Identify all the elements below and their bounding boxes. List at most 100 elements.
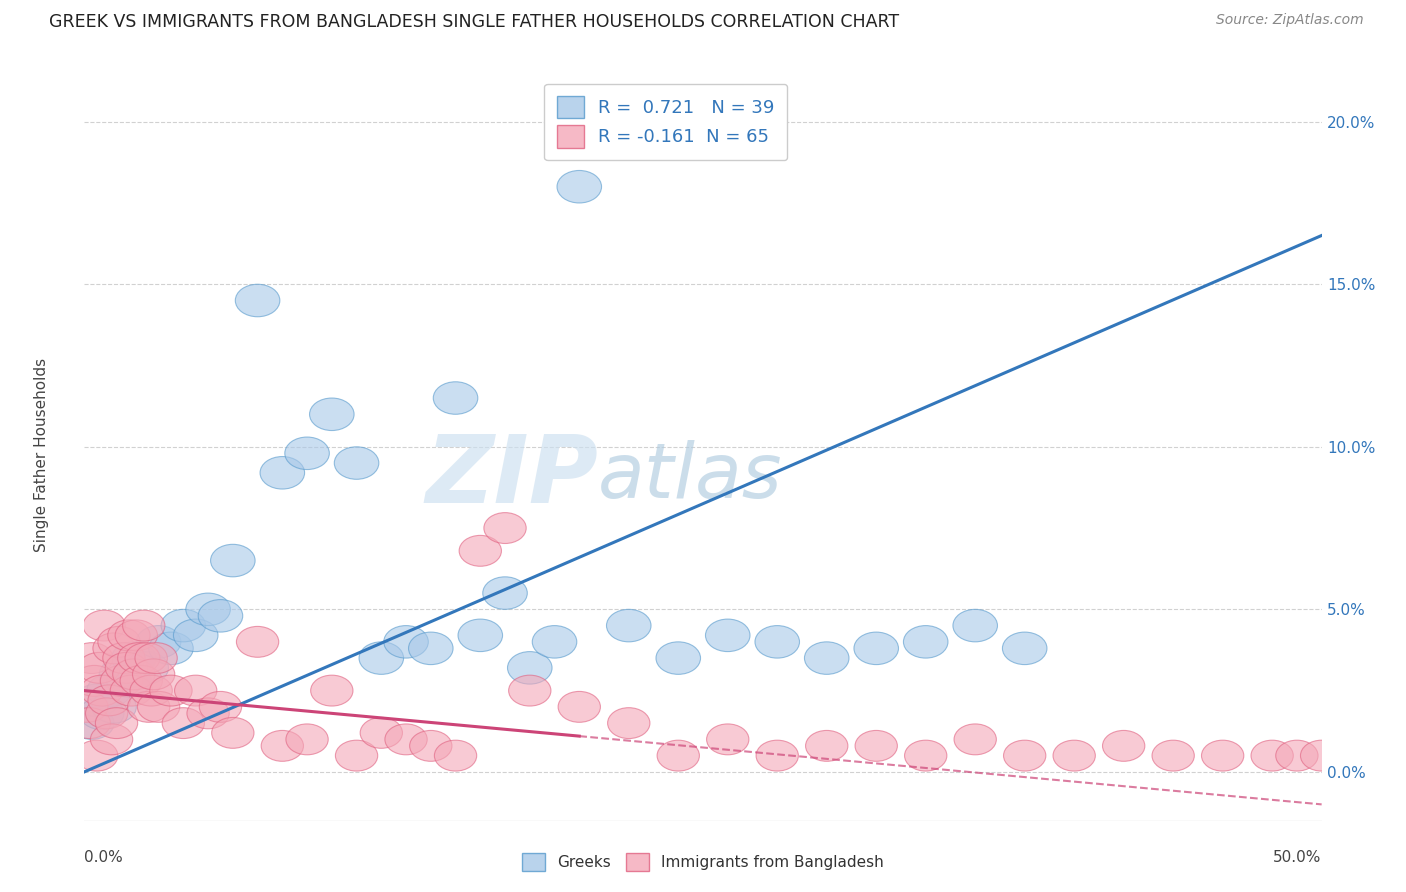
Ellipse shape [212,717,254,748]
Ellipse shape [128,691,170,723]
Ellipse shape [855,731,897,761]
Ellipse shape [384,625,429,658]
Ellipse shape [98,626,141,657]
Ellipse shape [309,398,354,431]
Ellipse shape [235,285,280,317]
Ellipse shape [67,707,111,739]
Ellipse shape [70,642,112,673]
Ellipse shape [162,707,204,739]
Ellipse shape [103,642,145,673]
Ellipse shape [75,684,120,716]
Ellipse shape [129,675,173,706]
Ellipse shape [335,447,378,479]
Ellipse shape [285,724,328,755]
Ellipse shape [124,651,169,684]
Ellipse shape [434,740,477,771]
Ellipse shape [409,731,451,761]
Ellipse shape [93,633,135,664]
Ellipse shape [804,642,849,674]
Ellipse shape [132,659,174,690]
Ellipse shape [657,642,700,674]
Ellipse shape [509,675,551,706]
Ellipse shape [118,642,160,673]
Text: ZIP: ZIP [425,431,598,523]
Ellipse shape [83,610,125,641]
Text: 50.0%: 50.0% [1274,850,1322,865]
Ellipse shape [482,577,527,609]
Ellipse shape [69,706,114,739]
Ellipse shape [80,675,122,706]
Ellipse shape [433,382,478,414]
Ellipse shape [853,632,898,665]
Ellipse shape [66,691,108,723]
Ellipse shape [557,170,602,203]
Ellipse shape [1002,632,1047,665]
Ellipse shape [187,698,229,729]
Ellipse shape [79,698,124,730]
Ellipse shape [409,632,453,665]
Ellipse shape [115,620,157,651]
Ellipse shape [1102,731,1144,761]
Ellipse shape [606,609,651,642]
Ellipse shape [1301,740,1343,771]
Ellipse shape [211,544,254,577]
Ellipse shape [756,740,799,771]
Ellipse shape [174,675,217,706]
Text: Single Father Households: Single Father Households [34,358,49,552]
Ellipse shape [484,513,526,543]
Ellipse shape [173,619,218,651]
Ellipse shape [1275,740,1317,771]
Ellipse shape [707,724,749,755]
Ellipse shape [360,717,402,748]
Ellipse shape [150,675,193,706]
Ellipse shape [904,625,948,658]
Ellipse shape [110,675,152,706]
Ellipse shape [91,690,136,723]
Ellipse shape [108,620,150,651]
Ellipse shape [198,599,243,632]
Ellipse shape [100,658,143,690]
Text: GREEK VS IMMIGRANTS FROM BANGLADESH SINGLE FATHER HOUSEHOLDS CORRELATION CHART: GREEK VS IMMIGRANTS FROM BANGLADESH SING… [49,13,900,31]
Ellipse shape [76,740,118,771]
Ellipse shape [285,437,329,469]
Ellipse shape [236,626,278,657]
Text: Source: ZipAtlas.com: Source: ZipAtlas.com [1216,13,1364,28]
Ellipse shape [100,665,142,697]
Ellipse shape [186,593,231,625]
Ellipse shape [385,724,427,755]
Ellipse shape [149,632,193,665]
Ellipse shape [136,625,181,658]
Ellipse shape [755,625,800,658]
Ellipse shape [89,685,131,715]
Ellipse shape [162,609,205,642]
Ellipse shape [122,610,165,641]
Ellipse shape [138,691,180,723]
Ellipse shape [460,535,502,566]
Ellipse shape [79,652,121,683]
Ellipse shape [1202,740,1244,771]
Ellipse shape [508,651,553,684]
Ellipse shape [135,642,177,673]
Ellipse shape [955,724,997,755]
Ellipse shape [953,609,997,642]
Ellipse shape [904,740,946,771]
Ellipse shape [311,675,353,706]
Ellipse shape [111,642,156,674]
Ellipse shape [260,457,305,489]
Ellipse shape [533,625,576,658]
Ellipse shape [125,642,167,673]
Ellipse shape [336,740,378,771]
Ellipse shape [359,642,404,674]
Ellipse shape [200,691,242,723]
Ellipse shape [607,707,650,739]
Ellipse shape [1152,740,1194,771]
Ellipse shape [558,691,600,723]
Ellipse shape [96,707,138,739]
Ellipse shape [87,674,131,706]
Legend: Greeks, Immigrants from Bangladesh: Greeks, Immigrants from Bangladesh [515,845,891,879]
Ellipse shape [86,698,128,729]
Ellipse shape [262,731,304,761]
Ellipse shape [112,659,155,690]
Ellipse shape [806,731,848,761]
Ellipse shape [90,724,132,755]
